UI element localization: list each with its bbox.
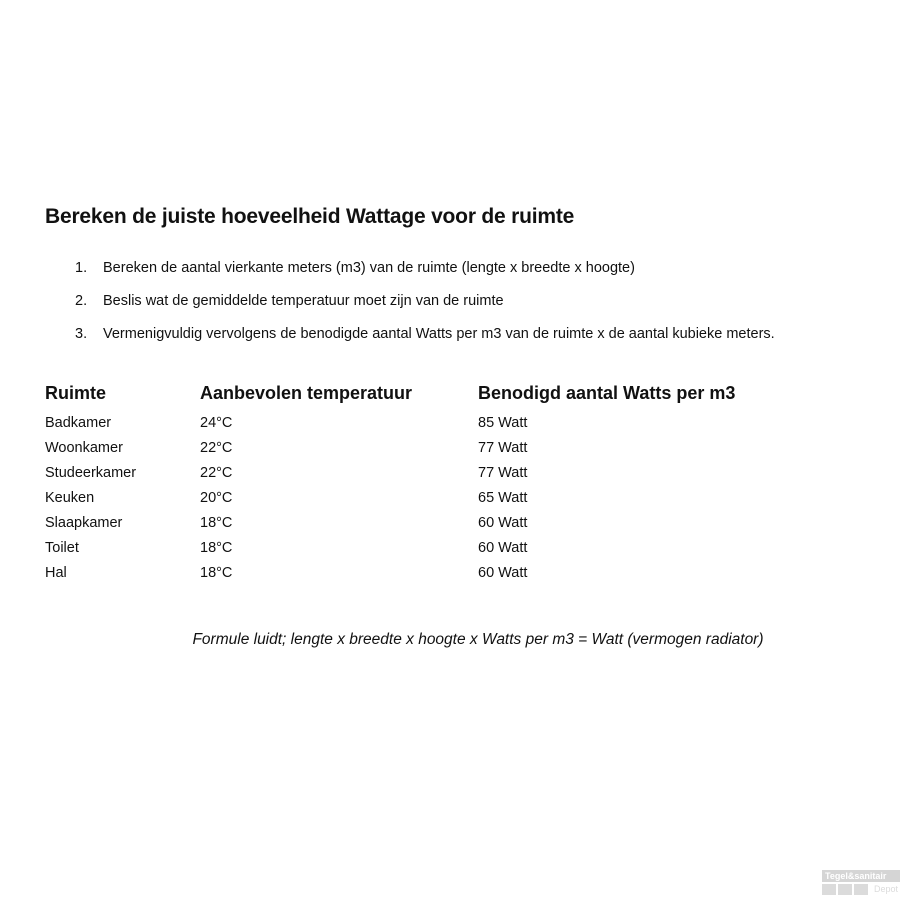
cell-temperatuur: 18°C bbox=[200, 514, 233, 531]
list-item: 1. Bereken de aantal vierkante meters (m3… bbox=[75, 258, 775, 291]
cell-watts: 60 Watt bbox=[478, 564, 528, 581]
table-row: Toilet 18°C 60 Watt bbox=[45, 535, 735, 560]
cell-temperatuur: 22°C bbox=[200, 464, 233, 481]
cell-temperatuur: 22°C bbox=[200, 439, 233, 456]
table-header-row: Ruimte Aanbevolen temperatuur Benodigd a… bbox=[45, 382, 735, 410]
header-ruimte: Ruimte bbox=[45, 382, 107, 403]
cell-ruimte: Woonkamer bbox=[45, 439, 123, 456]
watermark-subtext: Depot bbox=[874, 884, 899, 894]
table-row: Badkamer 24°C 85 Watt bbox=[45, 410, 735, 435]
page-title: Bereken de juiste hoeveelheid Wattage vo… bbox=[45, 205, 575, 228]
cell-ruimte: Hal bbox=[45, 564, 67, 581]
cell-ruimte: Keuken bbox=[45, 489, 95, 506]
cell-temperatuur: 24°C bbox=[200, 414, 233, 431]
list-item: 3. Vermenigvuldig vervolgens de benodigde… bbox=[75, 324, 775, 357]
cell-ruimte: Slaapkamer bbox=[45, 514, 123, 531]
cell-ruimte: Studeerkamer bbox=[45, 464, 137, 481]
watermark-logo: Tegel&sanitair Depot bbox=[822, 870, 900, 895]
cell-temperatuur: 18°C bbox=[200, 564, 233, 581]
cell-temperatuur: 18°C bbox=[200, 539, 233, 556]
drop-icon bbox=[822, 884, 836, 895]
step-number: 2. bbox=[75, 293, 88, 309]
step-number: 3. bbox=[75, 326, 88, 342]
cell-watts: 60 Watt bbox=[478, 514, 528, 531]
header-watts: Benodigd aantal Watts per m3 bbox=[478, 382, 736, 403]
cell-temperatuur: 20°C bbox=[200, 489, 233, 506]
table-row: Hal 18°C 60 Watt bbox=[45, 560, 735, 585]
logo-square bbox=[838, 884, 852, 895]
watermark-text: Tegel&sanitair bbox=[822, 870, 900, 882]
step-text: Beslis wat de gemiddelde temperatuur moe… bbox=[103, 293, 504, 309]
step-number: 1. bbox=[75, 260, 88, 276]
list-item: 2. Beslis wat de gemiddelde temperatuur m… bbox=[75, 291, 775, 324]
cell-watts: 60 Watt bbox=[478, 539, 528, 556]
table-row: Keuken 20°C 65 Watt bbox=[45, 485, 735, 510]
logo-square bbox=[854, 884, 868, 895]
step-text: Bereken de aantal vierkante meters (m3) … bbox=[103, 260, 635, 276]
formula-text: Formule luidt; lengte x breedte x hoogte… bbox=[192, 631, 764, 648]
cell-ruimte: Toilet bbox=[45, 539, 79, 556]
table-row: Slaapkamer 18°C 60 Watt bbox=[45, 510, 735, 535]
steps-list: 1. Bereken de aantal vierkante meters (m3… bbox=[75, 258, 775, 357]
header-temperatuur: Aanbevolen temperatuur bbox=[200, 382, 413, 403]
cell-watts: 77 Watt bbox=[478, 464, 528, 481]
table-row: Studeerkamer 22°C 77 Watt bbox=[45, 460, 735, 485]
cell-watts: 65 Watt bbox=[478, 489, 528, 506]
wattage-table: Ruimte Aanbevolen temperatuur Benodigd a… bbox=[45, 382, 735, 585]
cell-watts: 77 Watt bbox=[478, 439, 528, 456]
step-text: Vermenigvuldig vervolgens de benodigde a… bbox=[103, 326, 775, 342]
cell-watts: 85 Watt bbox=[478, 414, 528, 431]
cell-ruimte: Badkamer bbox=[45, 414, 112, 431]
table-row: Woonkamer 22°C 77 Watt bbox=[45, 435, 735, 460]
